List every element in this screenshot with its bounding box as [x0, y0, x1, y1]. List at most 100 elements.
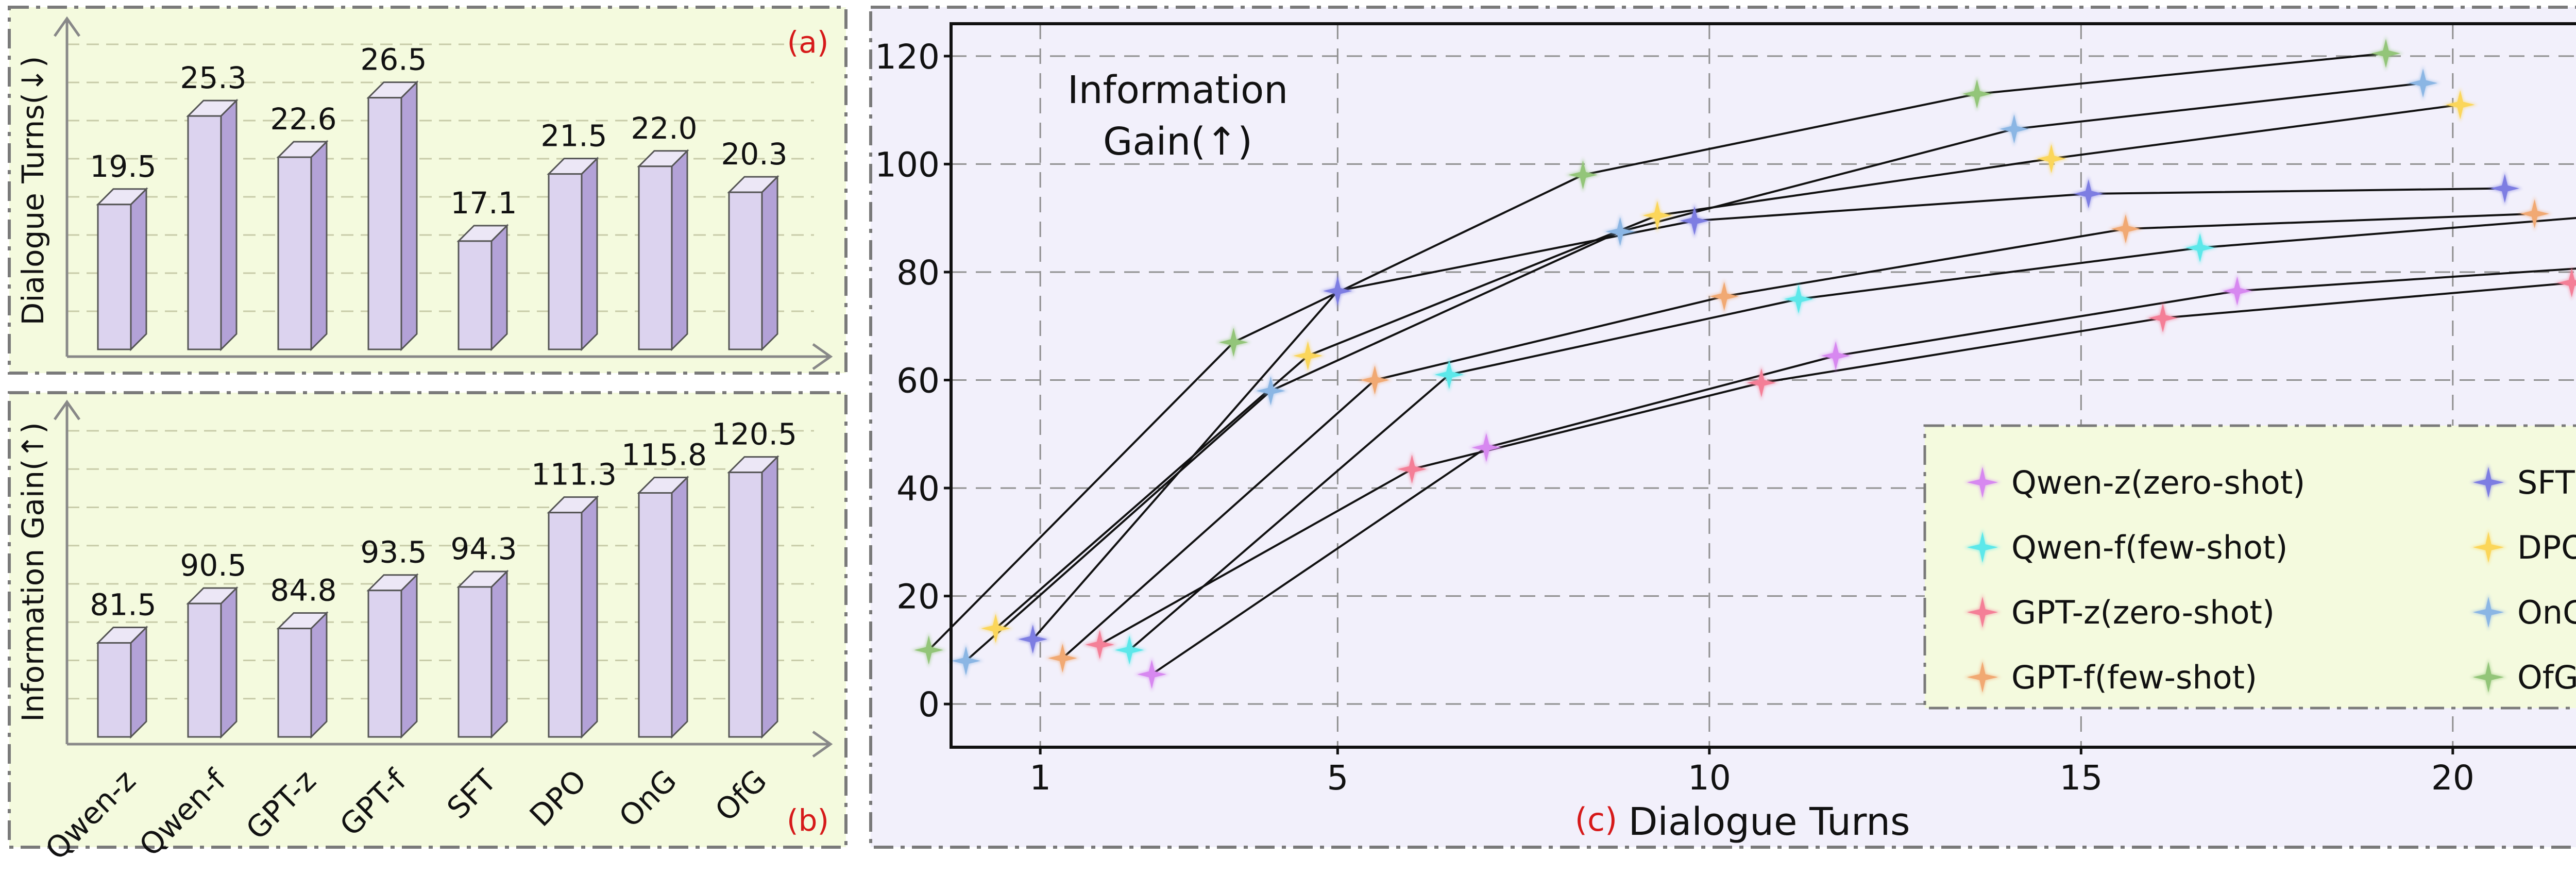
bar-side-GPT-z: [310, 140, 328, 351]
bar-value-label: 21.5: [540, 119, 607, 154]
legend-label: SFT: [2517, 464, 2575, 501]
data-point-OnG: [2409, 69, 2438, 98]
legend-label: Qwen-f(few-shot): [2011, 529, 2287, 566]
bar-value-label: 19.5: [90, 149, 156, 184]
data-point-DPO: [2446, 90, 2475, 120]
bar-DPO: [548, 173, 583, 350]
bar-Qwen-z: [97, 204, 132, 350]
bar-side-Qwen-z: [130, 187, 147, 351]
legend-marker-GPT-f(few-shot): [1967, 662, 1998, 693]
data-point-OfG: [2371, 39, 2400, 68]
data-point-Qwen-f(few-shot): [1784, 284, 1813, 314]
bar-value-label: 81.5: [90, 587, 156, 623]
data-point-GPT-f(few-shot): [1048, 644, 1077, 673]
data-point-GPT-f(few-shot): [2520, 199, 2549, 228]
y-tick-label: 20: [896, 577, 940, 617]
data-point-GPT-z(zero-shot): [1085, 630, 1114, 659]
data-point-Qwen-f(few-shot): [1115, 635, 1144, 665]
bar-DPO: [548, 512, 583, 738]
panel-b-tag: (b): [787, 803, 829, 838]
legend-marker-SFT: [2473, 467, 2504, 498]
panel-a-background: [8, 6, 848, 375]
data-point-OfG: [1219, 328, 1248, 357]
bar-GPT-f: [367, 97, 402, 350]
data-point-GPT-f(few-shot): [1709, 282, 1739, 311]
bar-side-OfG: [761, 455, 778, 739]
panel-b-y-axis-label: Information Gain(↑): [15, 422, 50, 721]
bar-Qwen-f: [187, 115, 222, 350]
panel-b-y-axis-arrow: [53, 399, 81, 421]
bar-Qwen-z: [97, 642, 132, 738]
data-point-Qwen-z(zero-shot): [1471, 433, 1501, 462]
panel-a-y-axis-label: Dialogue Turns(↓): [15, 56, 50, 326]
bar-value-label: 22.6: [270, 102, 336, 137]
bar-value-label: 20.3: [721, 137, 787, 172]
data-point-OnG: [1256, 376, 1285, 406]
legend-label: DPO: [2517, 529, 2576, 566]
legend-label: GPT-f(few-shot): [2011, 659, 2257, 696]
bar-side-OfG: [761, 175, 778, 351]
bar-value-label: 93.5: [360, 535, 427, 570]
data-point-OfG: [1962, 79, 1992, 109]
panel-a-dialogue-turns-bar-chart: 19.5 25.3 22.6 26.5 17.1 21.5 22.0 20.3 Dialogu…: [8, 6, 848, 375]
bar-value-label: 120.5: [711, 417, 797, 452]
bar-GPT-z: [277, 628, 312, 738]
bar-GPT-f: [367, 590, 402, 738]
legend-label: Qwen-z(zero-shot): [2011, 464, 2305, 501]
legend-marker-OnG: [2473, 597, 2504, 628]
data-point-DPO: [981, 614, 1010, 643]
y-tick-label: 120: [875, 37, 940, 77]
bar-side-Qwen-z: [130, 625, 147, 739]
x-tick-label: 20: [2431, 758, 2475, 798]
legend-box: [1923, 424, 2576, 710]
data-point-SFT: [1323, 276, 1352, 306]
data-point-OnG: [1999, 114, 2029, 144]
data-point-Qwen-f(few-shot): [1434, 360, 1464, 389]
x-tick-label: 10: [1688, 758, 1731, 798]
data-point-GPT-f(few-shot): [2111, 214, 2140, 244]
bar-side-OnG: [671, 475, 688, 739]
legend-marker-Qwen-z(zero-shot): [1967, 467, 1998, 498]
legend-marker-OfG: [2473, 662, 2504, 693]
bar-value-label: 90.5: [180, 548, 246, 583]
panel-a-y-axis-arrow: [53, 16, 81, 37]
x-tick-label: 5: [1327, 758, 1348, 798]
data-point-Qwen-f(few-shot): [2185, 233, 2215, 262]
bar-value-label: 26.5: [360, 42, 427, 77]
y-tick-label: 80: [896, 253, 940, 293]
legend-marker-Qwen-f(few-shot): [1967, 532, 1998, 563]
data-point-Qwen-z(zero-shot): [1137, 660, 1166, 689]
data-point-DPO: [2037, 144, 2066, 173]
bar-value-label: 25.3: [180, 60, 246, 95]
data-point-SFT: [1680, 206, 1709, 236]
data-point-SFT: [1018, 625, 1047, 654]
data-point-DPO: [1642, 201, 1672, 230]
panel-c-annotation-line2: Gain(↑): [1103, 120, 1252, 164]
data-point-OnG: [951, 646, 980, 676]
panel-c-x-axis-label: Dialogue Turns: [1628, 800, 1910, 844]
bar-side-GPT-f: [400, 80, 418, 351]
bar-side-Qwen-f: [220, 586, 238, 739]
x-tick-label: 1: [1029, 758, 1051, 798]
panel-c-legend: Qwen-z(zero-shot) Qwen-f(few-shot) GPT-z(z…: [1923, 424, 2576, 710]
data-point-GPT-f(few-shot): [1360, 365, 1389, 395]
panel-c-plot-frame: [950, 22, 2576, 749]
bar-OnG: [638, 492, 673, 738]
y-tick-label: 0: [918, 685, 940, 725]
y-tick-label: 40: [896, 469, 940, 509]
bar-side-DPO: [581, 495, 598, 739]
panel-a-x-axis-arrow: [812, 343, 833, 371]
data-point-SFT: [2074, 179, 2103, 208]
legend-label: OfG: [2517, 659, 2576, 696]
bar-value-label: 84.8: [270, 573, 336, 608]
bar-side-OnG: [671, 149, 688, 351]
bar-value-label: 111.3: [531, 457, 617, 492]
bar-value-label: 115.8: [621, 437, 707, 472]
bar-OnG: [638, 165, 673, 350]
bar-GPT-z: [277, 156, 312, 350]
bar-side-Qwen-f: [220, 98, 238, 351]
panel-a-tag: (a): [787, 25, 829, 60]
